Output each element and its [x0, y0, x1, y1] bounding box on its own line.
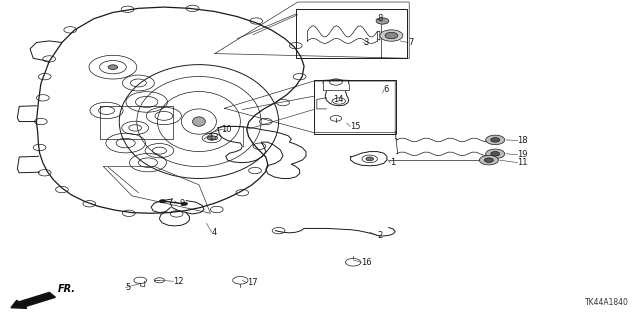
- Text: 5: 5: [125, 283, 131, 292]
- Circle shape: [366, 157, 374, 161]
- FancyArrow shape: [11, 293, 56, 308]
- Circle shape: [491, 138, 500, 142]
- Text: 3: 3: [364, 38, 369, 47]
- Circle shape: [491, 152, 500, 156]
- Circle shape: [479, 155, 499, 165]
- Text: 10: 10: [221, 125, 232, 134]
- Text: TK44A1840: TK44A1840: [585, 298, 629, 307]
- Text: 17: 17: [246, 278, 257, 287]
- Circle shape: [376, 18, 389, 24]
- Circle shape: [181, 202, 188, 205]
- Text: 15: 15: [350, 122, 360, 131]
- Circle shape: [385, 33, 397, 39]
- Circle shape: [159, 200, 166, 203]
- Text: 11: 11: [518, 158, 528, 167]
- Text: 18: 18: [518, 136, 528, 145]
- Circle shape: [486, 135, 505, 145]
- Circle shape: [207, 136, 216, 140]
- Ellipse shape: [108, 65, 118, 70]
- Text: 9: 9: [180, 199, 185, 208]
- Text: 2: 2: [378, 231, 383, 240]
- Text: 6: 6: [384, 85, 389, 94]
- Text: 13: 13: [209, 133, 219, 142]
- Ellipse shape: [193, 117, 205, 126]
- Text: 14: 14: [333, 95, 343, 104]
- Text: 12: 12: [173, 277, 184, 286]
- Text: 19: 19: [518, 150, 528, 159]
- Text: 16: 16: [362, 258, 372, 267]
- Text: 4: 4: [212, 228, 217, 237]
- Circle shape: [484, 158, 493, 162]
- Bar: [314, 80, 396, 134]
- Circle shape: [380, 30, 403, 41]
- Circle shape: [486, 149, 505, 159]
- Bar: [296, 9, 407, 58]
- Text: FR.: FR.: [58, 284, 76, 294]
- Text: 7: 7: [408, 38, 413, 47]
- Text: 8: 8: [378, 14, 383, 23]
- Text: 1: 1: [390, 158, 396, 167]
